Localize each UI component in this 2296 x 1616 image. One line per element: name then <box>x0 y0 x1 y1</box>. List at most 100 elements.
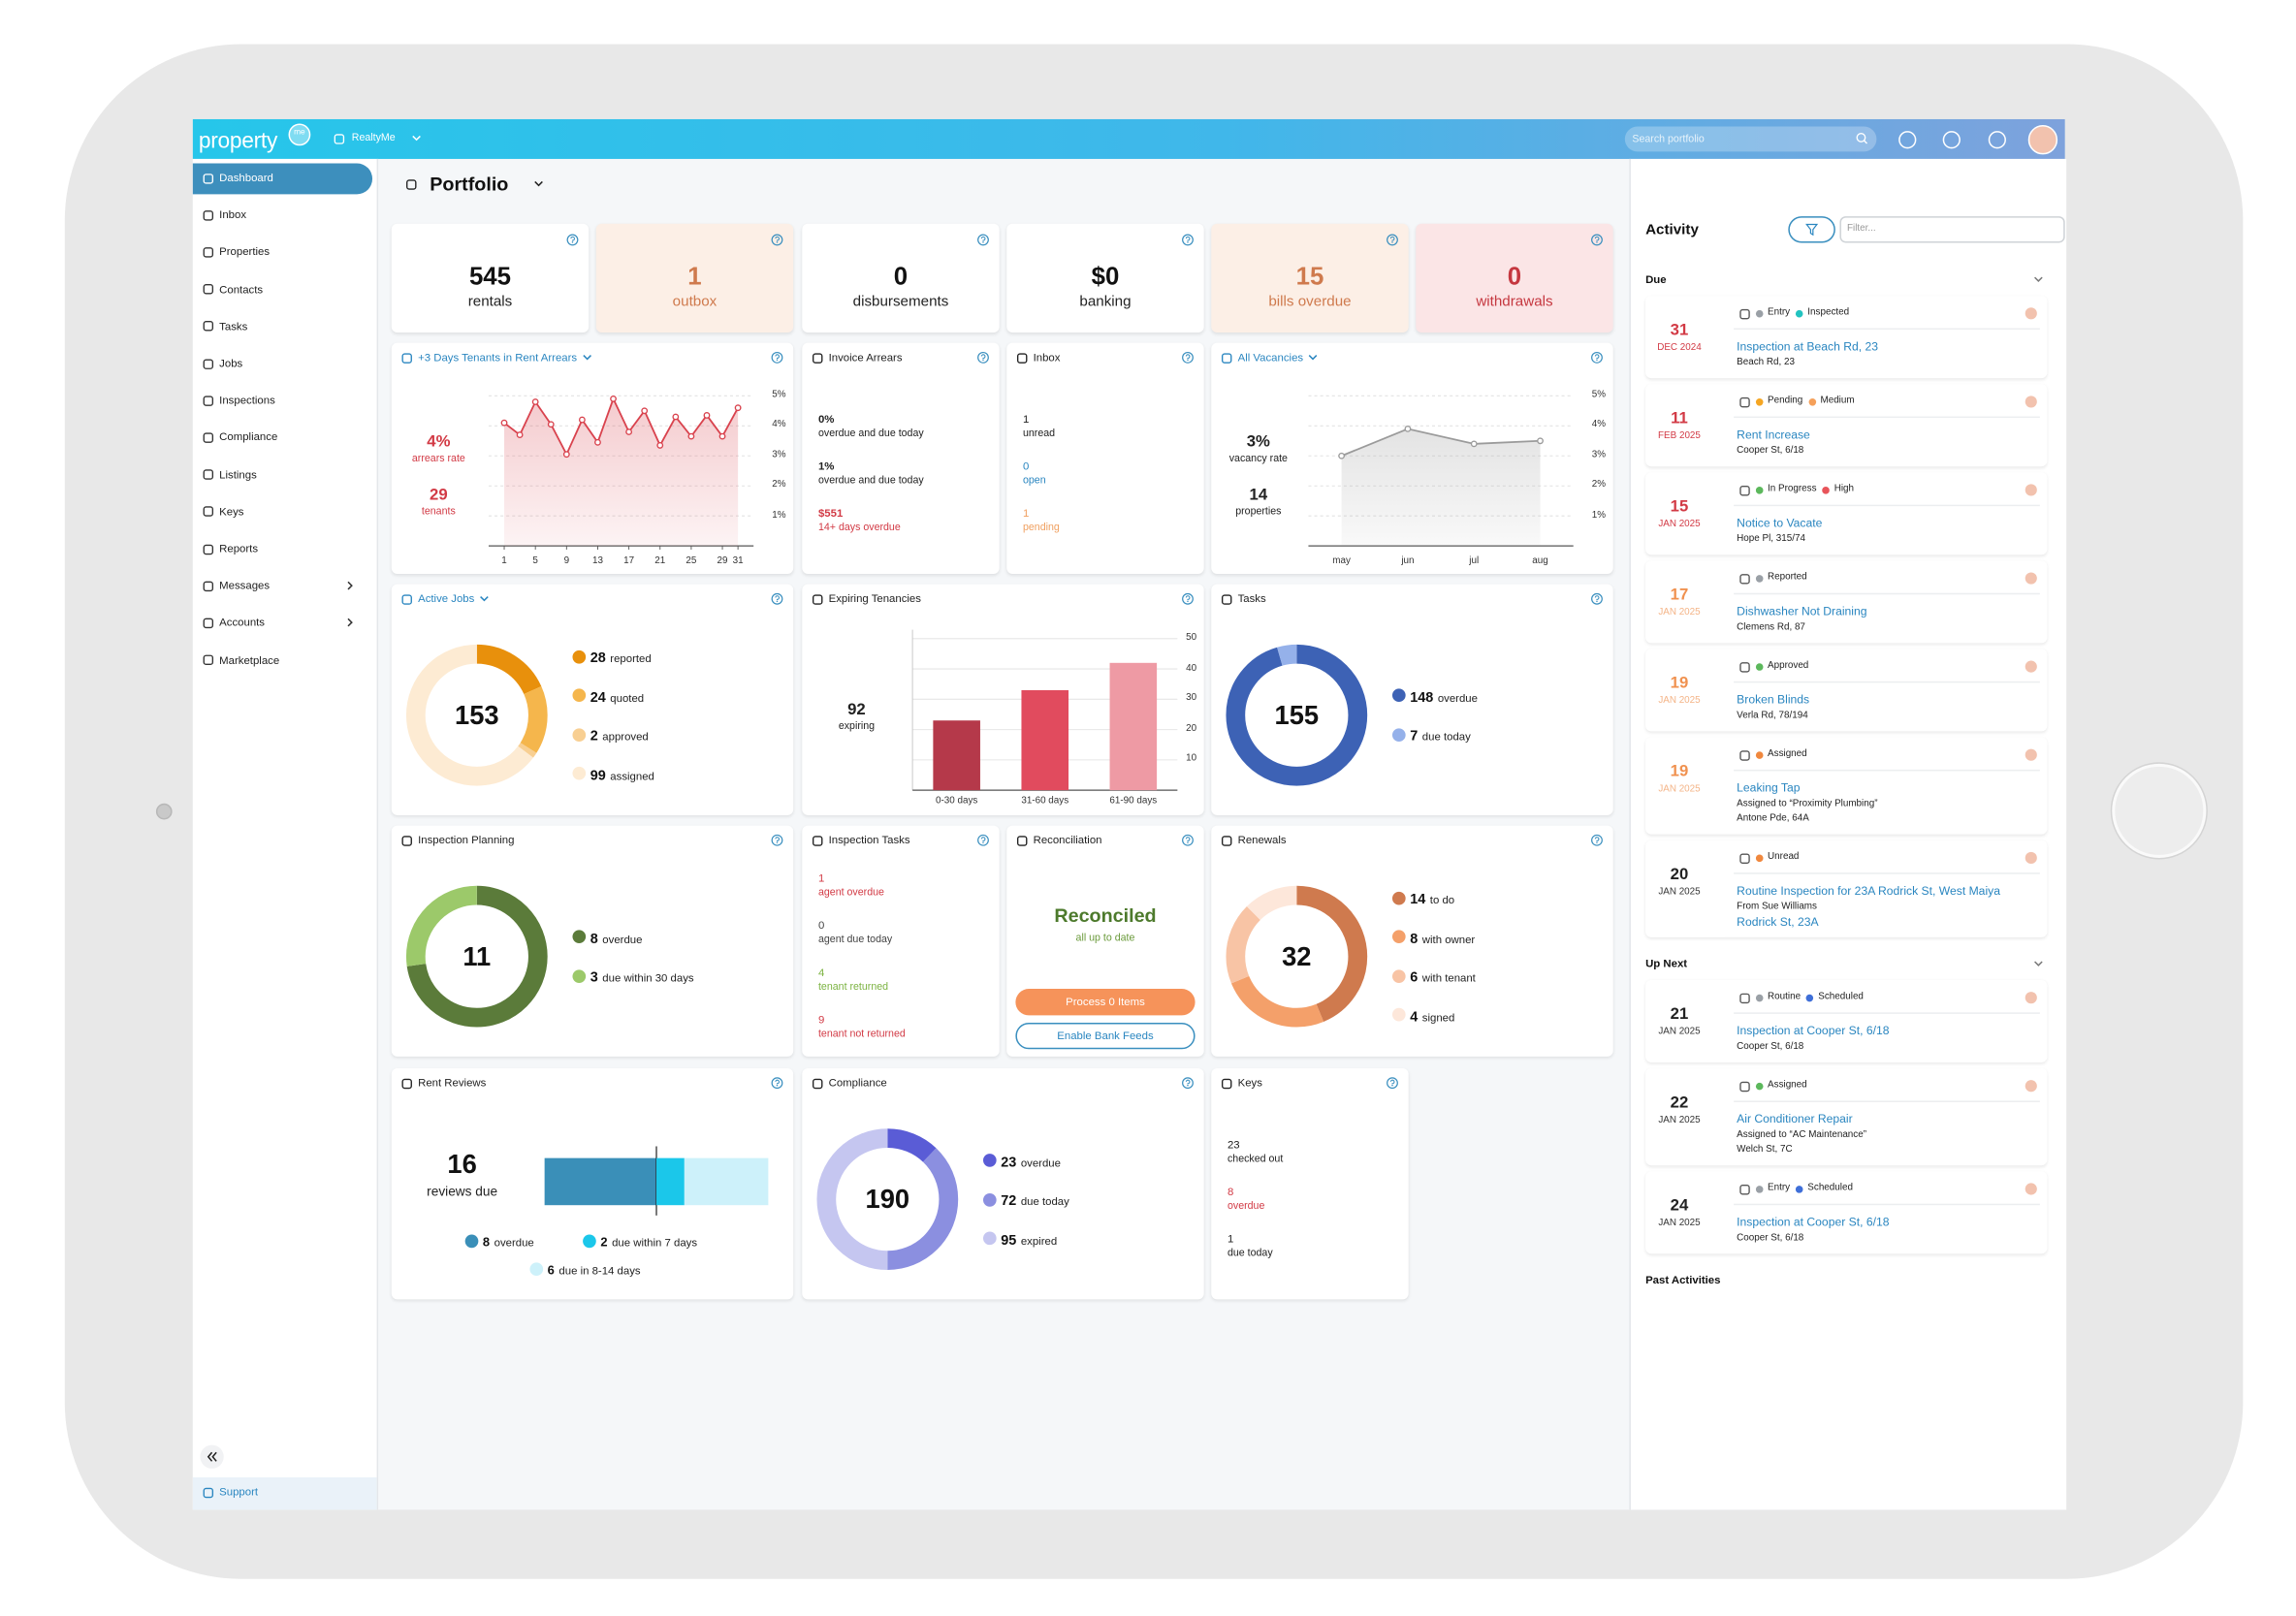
tag-dot <box>1796 1185 1803 1193</box>
search-box[interactable] <box>1624 126 1877 152</box>
toolbar-icon <box>1942 130 1961 148</box>
activity-separator <box>1734 592 2040 595</box>
nav-item[interactable]: Dashboard <box>219 171 273 185</box>
filter-button[interactable] <box>1788 216 1835 243</box>
help-icon <box>771 351 783 364</box>
help-dot <box>1596 600 1598 602</box>
legend-item: 95 expired <box>1001 1226 1057 1250</box>
activity-item[interactable]: 24 JAN 2025 Entry Scheduled Inspection at Co… <box>1645 1171 2048 1254</box>
activity-title-link[interactable]: Leaking Tap <box>1737 781 1801 795</box>
activity-title-link[interactable]: Air Conditioner Repair <box>1737 1112 1853 1126</box>
section-title[interactable]: Due <box>1645 272 1667 286</box>
point <box>547 421 555 428</box>
activity-item[interactable]: 19 JAN 2025 Assigned Leaking Tap Assigned to… <box>1645 737 2048 835</box>
activity-item[interactable]: 21 JAN 2025 Routine Scheduled Inspection at … <box>1645 979 2048 1062</box>
activity-title-link[interactable]: Notice to Vacate <box>1737 516 1823 530</box>
activity-separator <box>1734 872 2040 874</box>
legend-dot <box>1391 930 1405 944</box>
nav-item[interactable]: Jobs <box>219 356 243 370</box>
filter-input[interactable] <box>1839 216 2065 243</box>
nav-item[interactable]: Keys <box>219 504 244 519</box>
y-tick-label: 5% <box>1591 389 1607 400</box>
graphic <box>1738 308 1750 319</box>
activity-separator <box>1734 504 2040 507</box>
org-switcher[interactable]: RealtyMe <box>351 133 396 144</box>
activity-line: Beach Rd, 23 <box>1737 357 1795 368</box>
donut-segment <box>1226 885 1368 1028</box>
nav-item[interactable]: Tasks <box>219 319 248 333</box>
nav-item[interactable]: Reports <box>219 541 259 555</box>
activity-title-link[interactable]: Rent Increase <box>1737 428 1810 442</box>
legend-dot <box>571 728 586 742</box>
graphic <box>400 1077 412 1089</box>
tag-dot <box>1755 662 1764 671</box>
list-label: overdue <box>1227 1201 1265 1213</box>
activity-item[interactable]: 11 FEB 2025 Pending Medium Rent Increase Coop… <box>1645 384 2048 467</box>
activity-item[interactable]: 17 JAN 2025 Reported Dishwasher Not Drainin… <box>1645 560 2048 644</box>
activity-item[interactable]: 22 JAN 2025 Assigned Air Conditioner Repair… <box>1645 1068 2048 1166</box>
activity-title-link[interactable]: Inspection at Cooper St, 6/18 <box>1737 1215 1890 1229</box>
graphic <box>1308 395 1574 547</box>
x-tick-label: 5 <box>532 555 538 567</box>
activity-title-link[interactable]: Inspection at Cooper St, 6/18 <box>1737 1024 1890 1038</box>
nav-item[interactable]: Properties <box>219 244 271 259</box>
tag: Assigned <box>1768 1079 1807 1091</box>
activity-title-link[interactable]: Routine Inspection for 23A Rodrick St, W… <box>1737 884 2000 898</box>
nav-item[interactable]: Compliance <box>219 430 278 444</box>
stat-value: 15 <box>1295 262 1324 291</box>
legend-item: 28 reported <box>590 645 652 668</box>
point <box>1338 452 1346 459</box>
activity-month: JAN 2025 <box>1658 1115 1701 1125</box>
section-title[interactable]: Up Next <box>1645 957 1688 970</box>
help-icon <box>1591 834 1603 846</box>
nav-item[interactable]: Inspections <box>219 393 275 407</box>
donut-segment <box>1226 644 1368 786</box>
nav-item[interactable]: Listings <box>219 467 257 482</box>
help-dot <box>982 241 984 243</box>
y-tick-label: 50 <box>1186 632 1197 643</box>
graphic <box>771 1077 783 1090</box>
graphic <box>1738 396 1750 407</box>
nav-item[interactable]: Accounts <box>219 616 266 630</box>
recon-button[interactable] <box>1015 1022 1196 1050</box>
x-tick-label: 17 <box>623 555 635 567</box>
nav-item[interactable]: Inbox <box>219 207 247 222</box>
user-avatar[interactable] <box>2027 125 2058 155</box>
activity-title-link[interactable]: Dishwasher Not Draining <box>1737 604 1867 618</box>
support-link[interactable]: Support <box>219 1484 259 1499</box>
activity-item[interactable]: 20 JAN 2025 Unread Routine Inspection for 2… <box>1645 840 2048 937</box>
stat-card: $0 banking <box>1006 223 1204 333</box>
legend-value: 23 <box>1001 1154 1017 1171</box>
activity-item[interactable]: 19 JAN 2025 Approved Broken Blinds Verla Rd,… <box>1645 649 2048 732</box>
activity-title-link[interactable]: Broken Blinds <box>1737 692 1810 707</box>
legend-dot <box>571 688 586 703</box>
search-icon <box>1856 132 1866 143</box>
activity-item[interactable]: 15 JAN 2025 In Progress High Notice to Vacat… <box>1645 472 2048 555</box>
activity-item[interactable]: 31 DEC 2024 Entry Inspected Inspection at Be… <box>1645 296 2048 379</box>
help-dot <box>1187 1084 1189 1087</box>
tag-dot <box>1755 309 1764 318</box>
nav-item[interactable]: Contacts <box>219 282 264 296</box>
graphic <box>566 234 579 246</box>
activity-title-link[interactable]: Inspection at Beach Rd, 23 <box>1737 339 1878 354</box>
nav-item[interactable]: Messages <box>219 579 271 592</box>
page-title[interactable]: Portfolio <box>430 173 509 196</box>
icon <box>812 352 822 364</box>
donut-total: 11 <box>462 941 492 971</box>
help-icon <box>1182 834 1194 846</box>
point <box>1537 437 1544 445</box>
recon-button[interactable] <box>1015 989 1196 1016</box>
section-title[interactable]: Past Activities <box>1645 1273 1721 1287</box>
graphic <box>1988 130 2006 148</box>
widget-title[interactable]: +3 Days Tenants in Rent Arrears <box>418 350 578 364</box>
legend-label: with owner <box>1421 933 1476 946</box>
icon <box>202 618 213 628</box>
nav-item[interactable]: Marketplace <box>219 652 280 667</box>
help-icon <box>771 234 783 246</box>
widget-title[interactable]: All Vacancies <box>1237 350 1304 364</box>
widget-title[interactable]: Active Jobs <box>418 591 475 606</box>
support-bar <box>192 1477 377 1510</box>
graphic <box>202 506 213 518</box>
list-label: unread <box>1022 428 1056 440</box>
